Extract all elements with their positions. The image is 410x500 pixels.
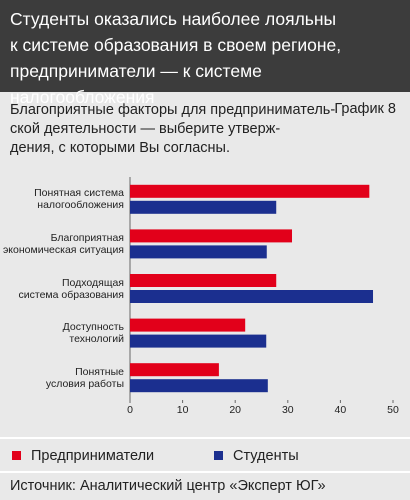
chart-subtitle: Благоприятные факторы для предпринимател… [10,102,336,156]
bar [130,318,246,332]
bar [130,229,293,243]
bar [130,290,374,303]
bar [130,379,268,393]
category-label: Доступность технологий [62,321,124,346]
x-tick-label: 10 [176,404,189,416]
x-tick-label: 20 [229,404,242,416]
legend-label: Студенты [233,448,299,464]
x-tick-label: 30 [281,404,294,416]
chart-title: Студенты оказались наиболее лояльны к си… [10,9,342,107]
category-label: Понятная система налогообложения [34,187,124,212]
x-tick-label: 40 [334,404,347,416]
bar [130,184,370,198]
bar [130,200,277,214]
category-label: Подходящая система образования [18,276,124,301]
legend-swatch [214,451,223,460]
bar [130,334,267,348]
header-band [0,0,410,92]
chart-number: График 8 [334,101,396,117]
legend-swatch [12,451,21,460]
bar [130,274,277,287]
category-label: Благоприятная экономическая ситуация [2,231,124,256]
bar [130,245,267,259]
source: Источник: Аналитический центр «Эксперт Ю… [10,478,326,494]
category-label: Понятные условия работы [45,365,124,390]
x-tick-label: 0 [127,404,133,416]
legend-label: Предприниматели [31,448,155,464]
x-tick-label: 50 [387,404,399,416]
bar [130,363,219,377]
